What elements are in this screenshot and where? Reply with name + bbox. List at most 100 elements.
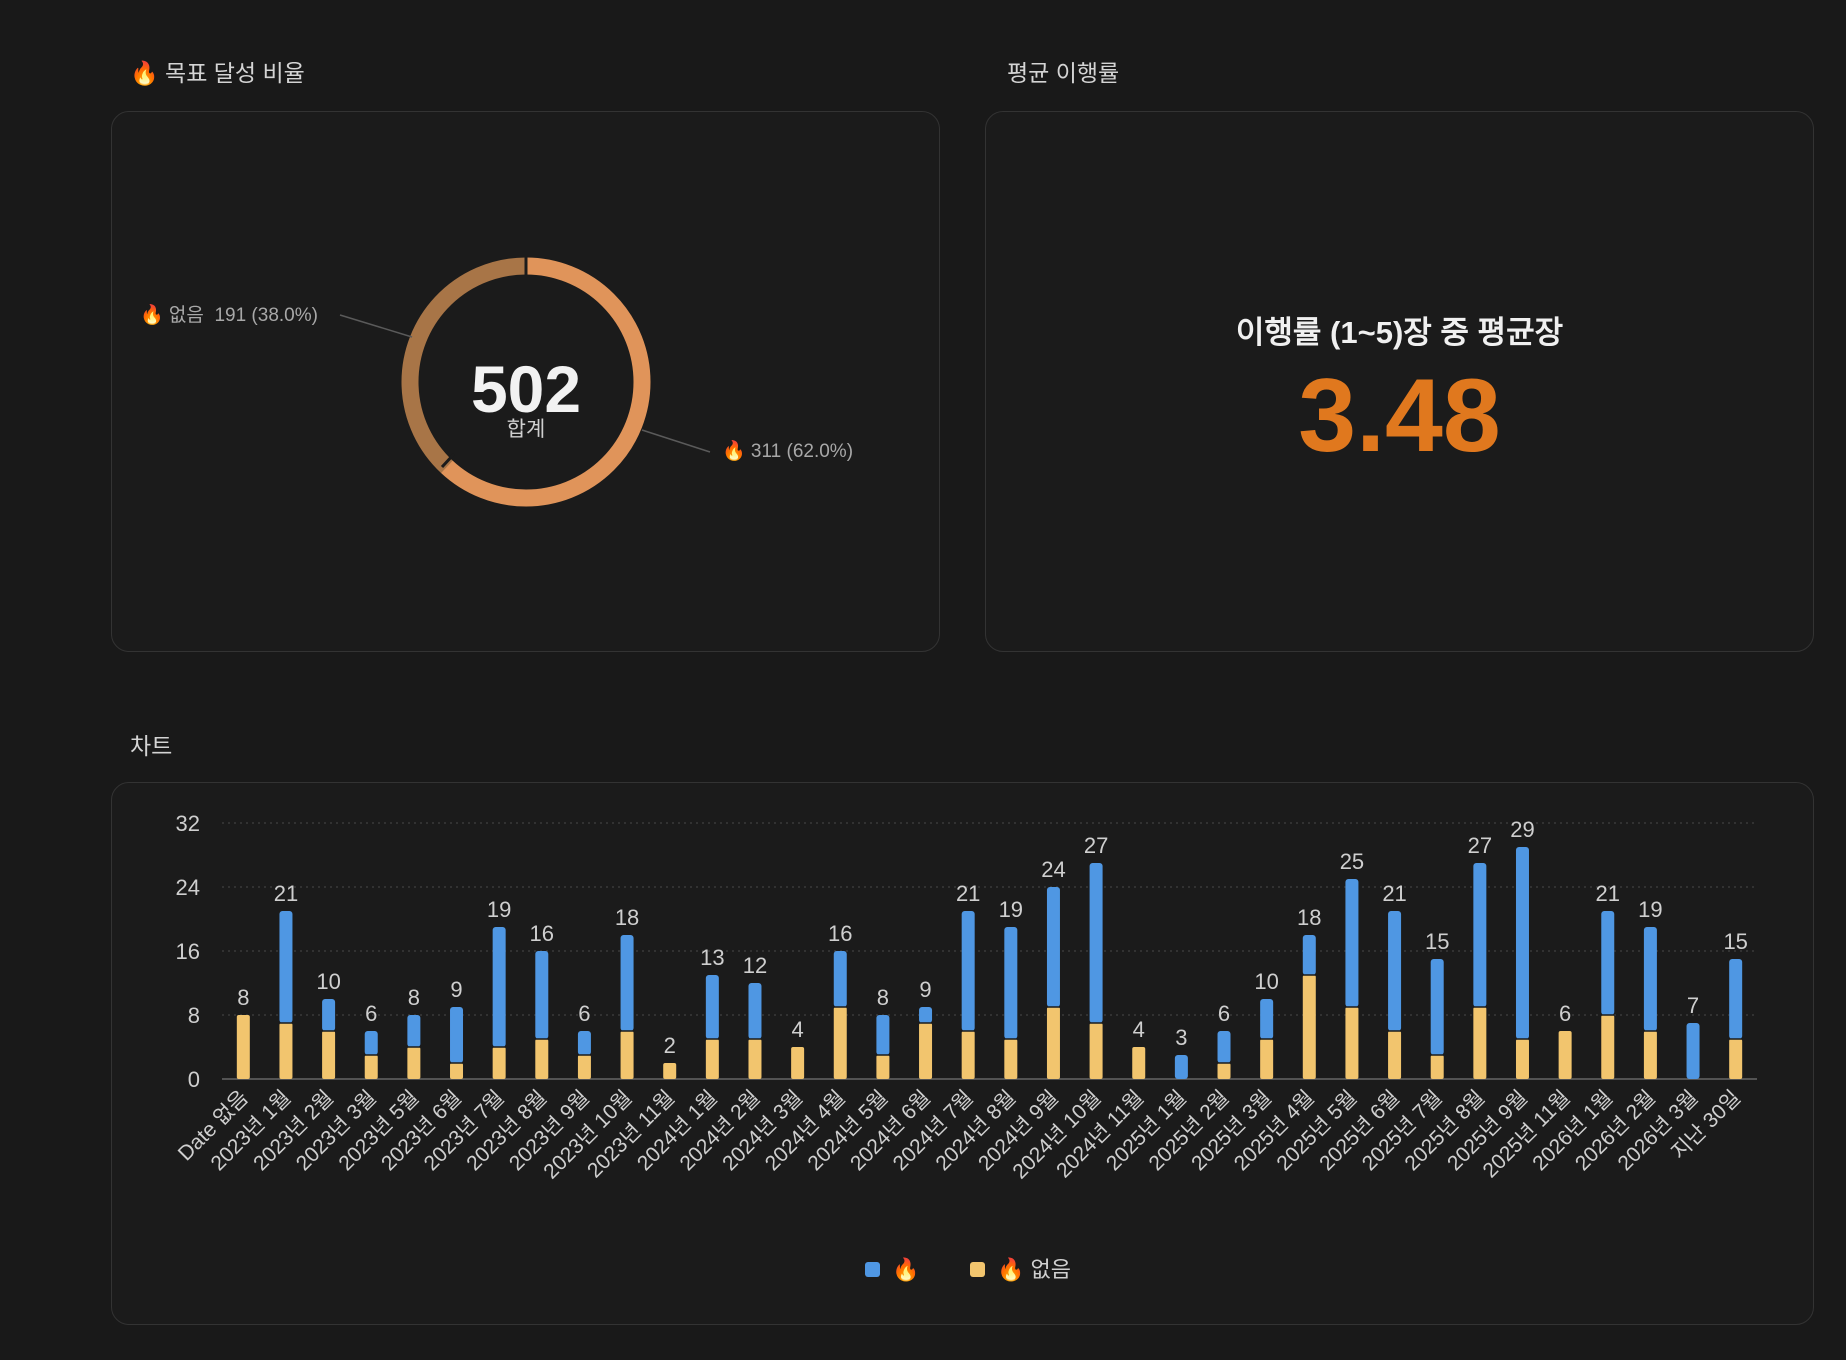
legend-item-none-swatch[interactable]: [970, 1262, 985, 1277]
bar-segment-fire[interactable]: [919, 1007, 933, 1023]
bar-chart-card: 0 8 16 24 32 8 Date 없음 21 2023년 1월 10 2023년 2월 6 202…: [111, 782, 1814, 1325]
data-label: 8: [237, 985, 249, 1010]
bar-segment-fire[interactable]: [1089, 863, 1103, 1023]
bar-segment-fire[interactable]: [1601, 911, 1615, 1015]
legend-item-fire-swatch[interactable]: [865, 1262, 880, 1277]
bar-segment-none[interactable]: [1260, 1039, 1274, 1079]
bar-segment-none[interactable]: [1302, 975, 1316, 1079]
bar-segment-none[interactable]: [1558, 1031, 1572, 1079]
bar-segment-none[interactable]: [1132, 1047, 1146, 1079]
bar-segment-fire[interactable]: [876, 1015, 890, 1055]
bar-segment-fire[interactable]: [1302, 935, 1316, 975]
bar-segment-none[interactable]: [1643, 1031, 1657, 1079]
bar-segment-fire[interactable]: [407, 1015, 421, 1047]
bar-segment-none[interactable]: [577, 1055, 591, 1079]
data-label: 8: [877, 985, 889, 1010]
bar-segment-none[interactable]: [1217, 1063, 1231, 1079]
bar-segment-none[interactable]: [705, 1039, 719, 1079]
bar-segment-none[interactable]: [322, 1031, 336, 1079]
bar-segment-fire[interactable]: [1388, 911, 1402, 1031]
data-label: 19: [1638, 897, 1662, 922]
legend-item-none-label[interactable]: 🔥 없음: [997, 1257, 1071, 1282]
data-label: 6: [365, 1001, 377, 1026]
bar-segment-none[interactable]: [1729, 1039, 1743, 1079]
data-label: 27: [1084, 833, 1108, 858]
data-label: 19: [999, 897, 1023, 922]
bar-segment-fire[interactable]: [1174, 1055, 1188, 1079]
data-label: 3: [1175, 1025, 1187, 1050]
bar-segment-fire[interactable]: [535, 951, 549, 1039]
bar-segment-none[interactable]: [1430, 1055, 1444, 1079]
bar-segment-fire[interactable]: [364, 1031, 378, 1055]
legend-item-fire-label[interactable]: 🔥: [892, 1257, 919, 1282]
average-label: 이행률 (1~5)장 중 평균장: [1235, 315, 1564, 350]
bar-segment-fire[interactable]: [961, 911, 975, 1031]
bar-segment-fire[interactable]: [1515, 847, 1529, 1039]
bar-segment-fire[interactable]: [748, 983, 762, 1039]
data-label: 15: [1723, 929, 1747, 954]
bar-segment-none[interactable]: [833, 1007, 847, 1079]
bar-segment-fire[interactable]: [1473, 863, 1487, 1007]
data-label: 4: [1133, 1017, 1145, 1042]
bar-segment-none[interactable]: [919, 1023, 933, 1079]
bar-segment-none[interactable]: [620, 1031, 634, 1079]
bar-segment-none[interactable]: [961, 1031, 975, 1079]
bar-segment-none[interactable]: [407, 1047, 421, 1079]
bar-segment-fire[interactable]: [1345, 879, 1359, 1007]
bar-segment-none[interactable]: [791, 1047, 805, 1079]
donut-divider: [440, 452, 456, 469]
donut-segment-none[interactable]: [362, 218, 690, 546]
bar-segment-none[interactable]: [1473, 1007, 1487, 1079]
bar-segment-fire[interactable]: [1260, 999, 1274, 1039]
data-label: 19: [487, 897, 511, 922]
bar-segment-none[interactable]: [1388, 1031, 1402, 1079]
bar-segment-fire[interactable]: [1686, 1023, 1700, 1079]
data-label: 15: [1425, 929, 1449, 954]
bar-segment-none[interactable]: [450, 1063, 464, 1079]
data-label: 21: [956, 881, 980, 906]
data-label: 9: [919, 977, 931, 1002]
bar-segment-none[interactable]: [1046, 1007, 1060, 1079]
bar-segment-fire[interactable]: [1046, 887, 1060, 1007]
bar-segment-fire[interactable]: [450, 1007, 464, 1063]
bar-segment-none[interactable]: [279, 1023, 293, 1079]
bar-segment-fire[interactable]: [279, 911, 293, 1023]
bar-segment-none[interactable]: [876, 1055, 890, 1079]
bar-segment-none[interactable]: [492, 1047, 506, 1079]
bar-segment-none[interactable]: [748, 1039, 762, 1079]
donut-label-none: 🔥 없음 191 (38.0%): [140, 303, 318, 326]
bar-segment-fire[interactable]: [1643, 927, 1657, 1031]
bar-segment-none[interactable]: [236, 1015, 250, 1079]
data-label: 10: [1254, 969, 1278, 994]
bar-segment-fire[interactable]: [1729, 959, 1743, 1039]
data-label: 25: [1340, 849, 1364, 874]
data-label: 12: [743, 953, 767, 978]
donut-chart: 502 합계 🔥 없음 191 (38.0%) 🔥 311 (62.0%): [140, 218, 853, 546]
bar-segment-fire[interactable]: [620, 935, 634, 1031]
bar-segment-none[interactable]: [535, 1039, 549, 1079]
bar-segment-none[interactable]: [1601, 1015, 1615, 1079]
bar-segment-none[interactable]: [364, 1055, 378, 1079]
bar-segment-fire[interactable]: [492, 927, 506, 1047]
bar-segment-fire[interactable]: [322, 999, 336, 1031]
bar-segment-fire[interactable]: [833, 951, 847, 1007]
bar-segment-none[interactable]: [663, 1063, 677, 1079]
average-value: 3.48: [1298, 358, 1501, 474]
bar-segment-fire[interactable]: [1217, 1031, 1231, 1063]
data-label: 18: [615, 905, 639, 930]
bar-segment-none[interactable]: [1345, 1007, 1359, 1079]
data-label: 16: [530, 921, 554, 946]
data-label: 6: [578, 1001, 590, 1026]
bar-segment-fire[interactable]: [1004, 927, 1018, 1039]
data-label: 24: [1041, 857, 1065, 882]
bar-segment-none[interactable]: [1089, 1023, 1103, 1079]
bar-segment-fire[interactable]: [705, 975, 719, 1039]
bar-segment-none[interactable]: [1004, 1039, 1018, 1079]
bar-segment-fire[interactable]: [1430, 959, 1444, 1055]
data-label: 6: [1218, 1001, 1230, 1026]
bar-segment-none[interactable]: [1515, 1039, 1529, 1079]
data-label: 21: [1596, 881, 1620, 906]
bar-segment-fire[interactable]: [577, 1031, 591, 1055]
data-label: 8: [408, 985, 420, 1010]
